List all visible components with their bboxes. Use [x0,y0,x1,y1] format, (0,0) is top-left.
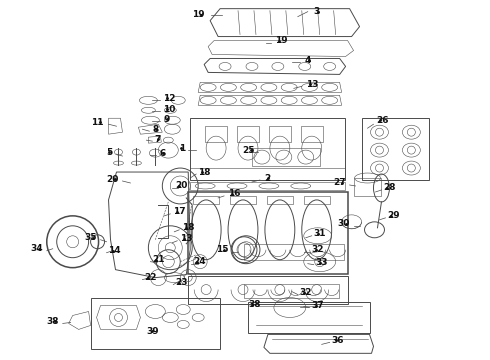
Text: 20: 20 [106,175,119,184]
Text: 31: 31 [314,229,326,238]
Text: 18: 18 [198,167,211,176]
Text: 6: 6 [159,149,166,158]
Bar [193,196,219,204]
Text: 10: 10 [163,105,176,114]
Text: 37: 37 [312,301,324,310]
Text: 12: 12 [163,94,176,103]
Text: 29: 29 [388,211,400,220]
Text: 36: 36 [332,336,344,345]
Text: 1: 1 [179,144,185,153]
Bar [244,284,339,298]
Bar [362,118,429,180]
Bar [205,126,227,142]
Text: 39: 39 [146,327,159,336]
Text: 35: 35 [84,233,97,242]
Text: 11: 11 [91,118,103,127]
Text: 13: 13 [180,234,193,243]
Text: 27: 27 [333,179,345,188]
Text: 7: 7 [154,135,161,144]
Text: 4: 4 [305,56,311,65]
Text: 28: 28 [384,184,396,193]
Text: 30: 30 [337,219,349,228]
Bar [190,118,344,180]
Text: 34: 34 [30,244,43,253]
Text: 14: 14 [108,246,121,255]
Bar [244,244,343,260]
Text: 25: 25 [243,145,255,154]
Text: 23: 23 [175,278,188,287]
Bar [230,196,256,204]
Text: 32: 32 [312,245,324,254]
Text: 38: 38 [46,317,59,326]
Text: 5: 5 [106,148,113,157]
Text: 19: 19 [193,10,205,19]
Text: 3: 3 [314,7,320,16]
Bar [248,302,369,333]
Bar [304,196,330,204]
Bar [267,196,293,204]
Bar [354,178,382,196]
Bar [91,298,220,349]
Text: 15: 15 [216,245,228,254]
Bar [237,126,259,142]
Text: 16: 16 [228,189,241,198]
Bar [301,126,323,142]
Bar [252,148,319,166]
Text: 17: 17 [173,207,186,216]
Text: 21: 21 [152,255,165,264]
Bar [188,192,347,274]
Text: 24: 24 [193,257,206,266]
Text: 32: 32 [300,288,312,297]
Text: 8: 8 [152,125,159,134]
Text: 26: 26 [376,116,389,125]
Text: 22: 22 [145,273,157,282]
Text: 33: 33 [316,258,328,267]
Text: 18: 18 [182,223,195,232]
Text: 13: 13 [306,80,318,89]
Text: 38: 38 [248,300,261,309]
Text: 20: 20 [175,181,188,190]
Text: 19: 19 [275,36,288,45]
Bar [188,276,347,303]
Text: 9: 9 [163,115,170,124]
Bar [190,182,344,190]
Text: 2: 2 [264,174,270,183]
Bar [269,126,291,142]
